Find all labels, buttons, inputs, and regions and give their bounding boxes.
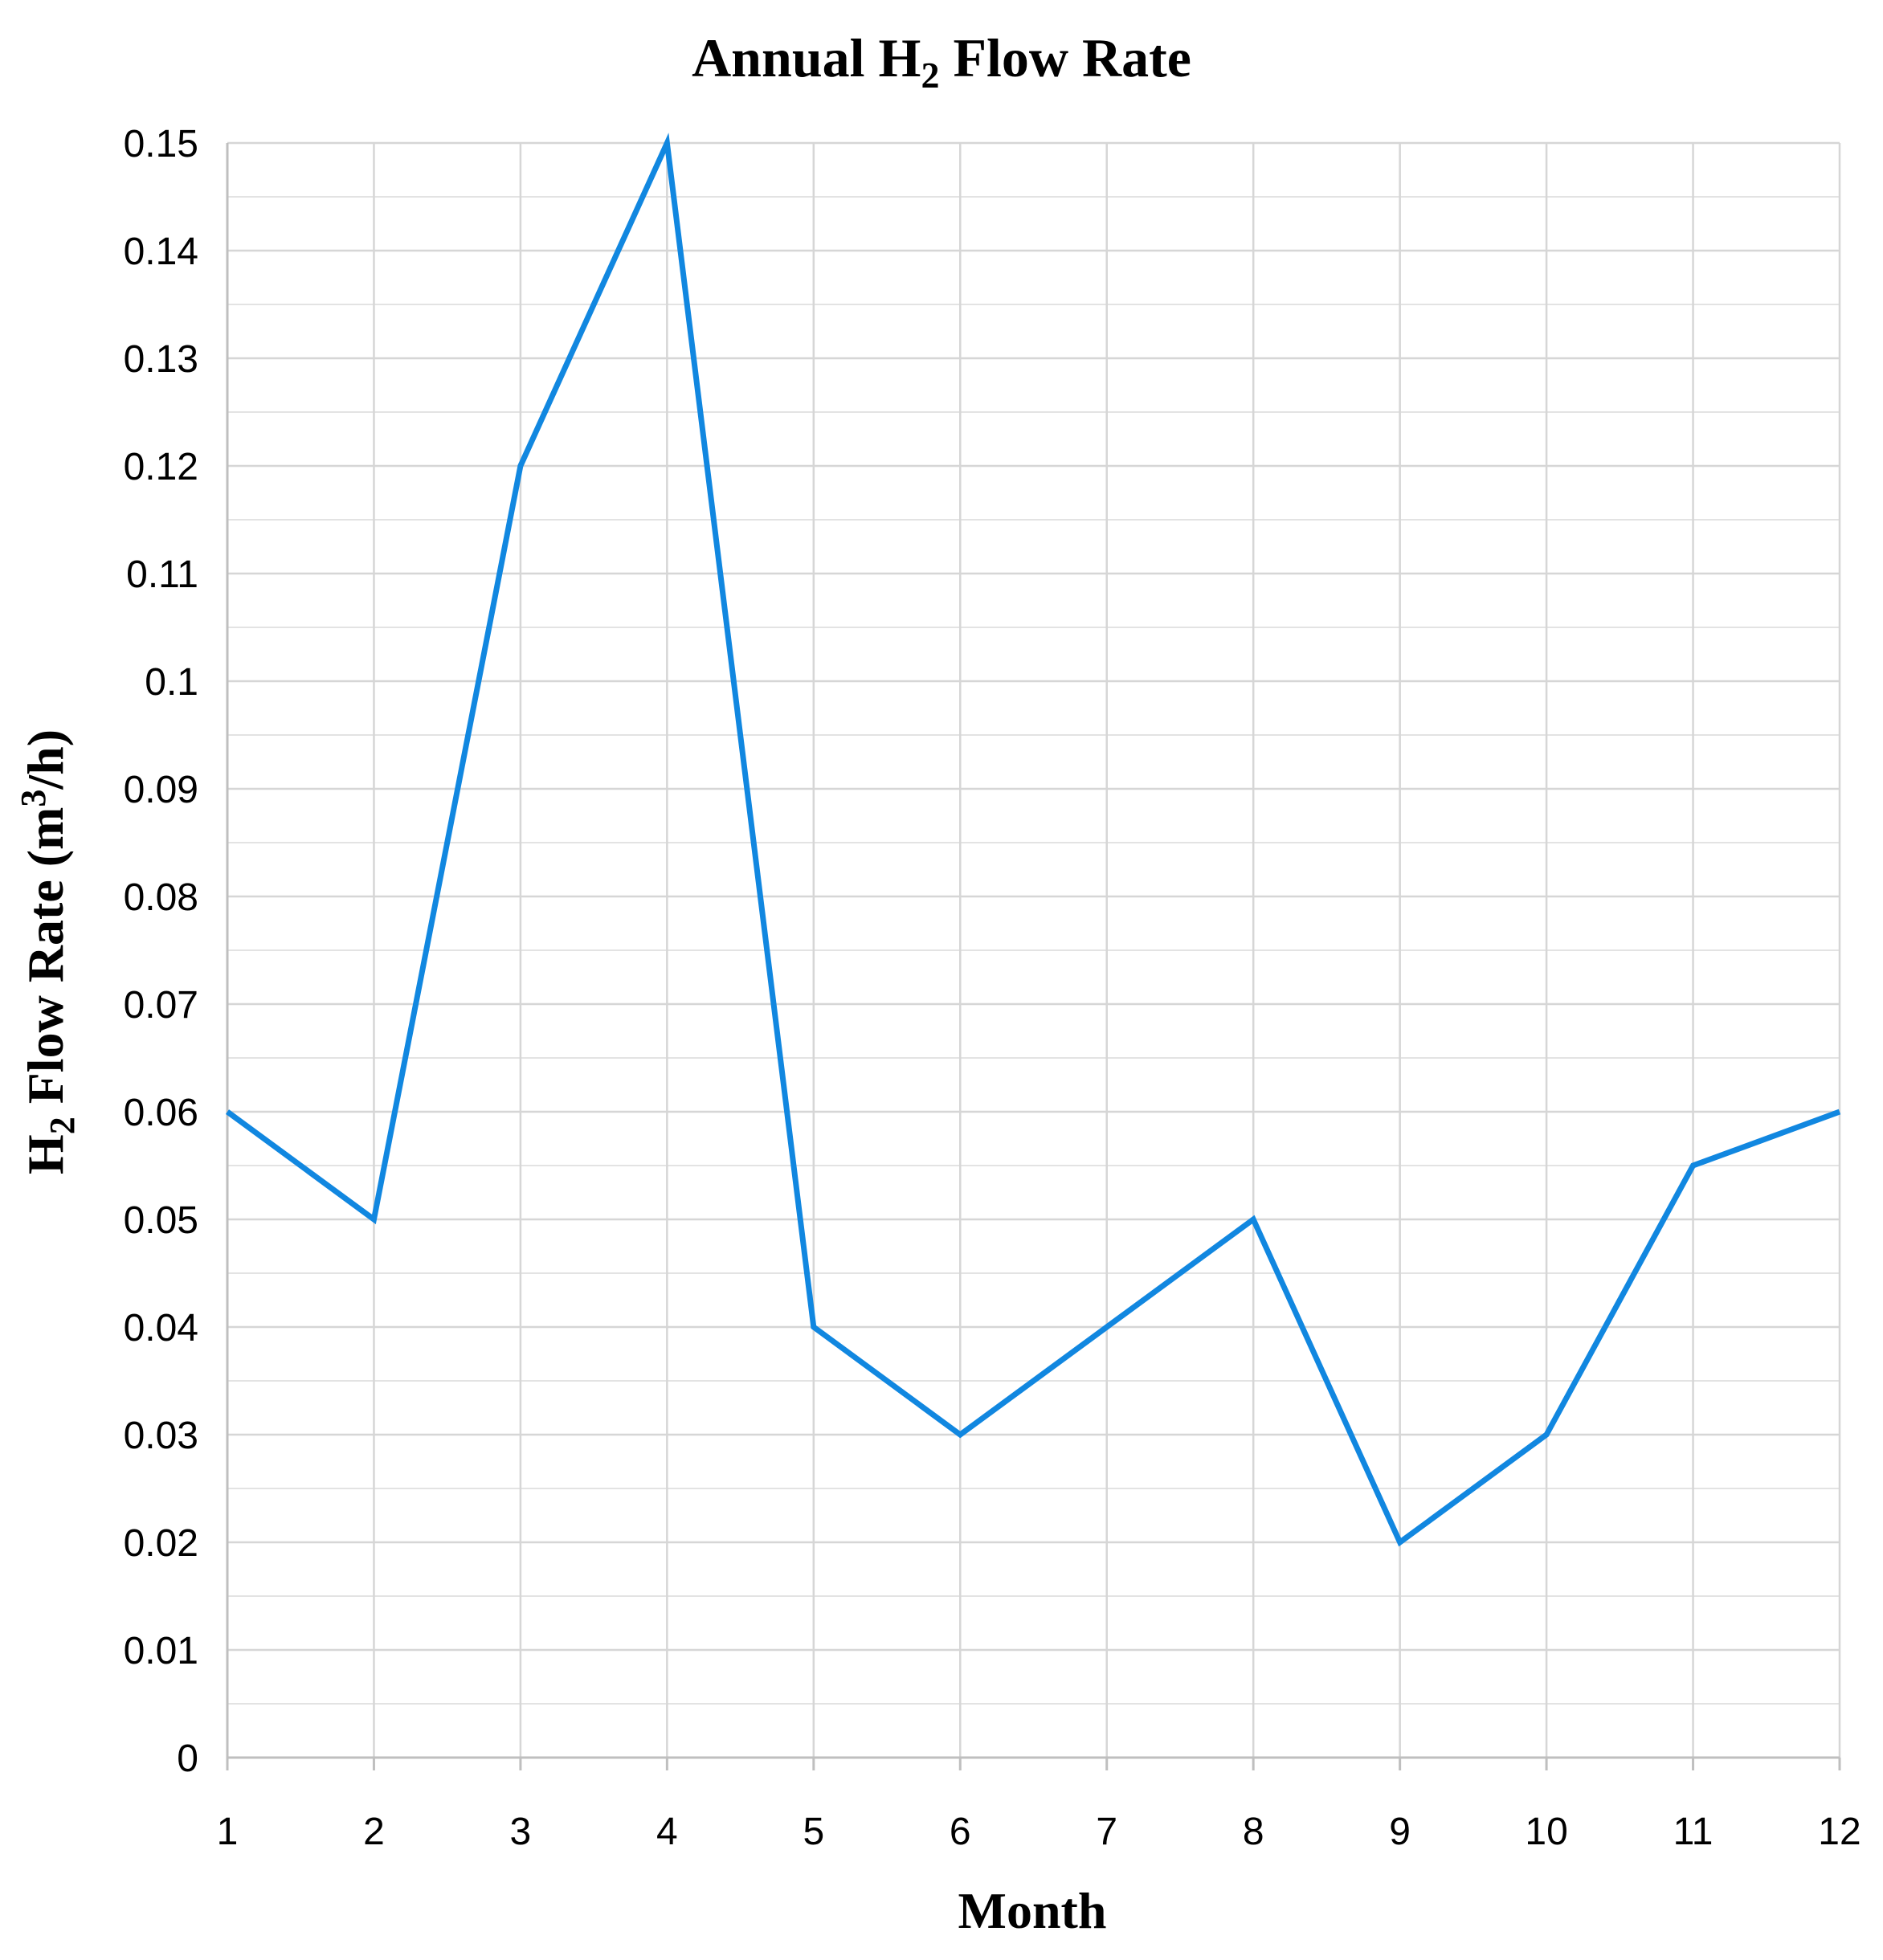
chart-title: Annual H2 Flow Rate xyxy=(692,27,1191,96)
y-tick-label: 0.03 xyxy=(124,1415,198,1457)
x-tick-label: 8 xyxy=(1243,1811,1264,1853)
y-tick-label: 0.11 xyxy=(126,553,198,596)
y-tick-label: 0.02 xyxy=(124,1522,198,1565)
x-axis-title: Month xyxy=(958,1882,1107,1939)
y-tick-label: 0.04 xyxy=(124,1307,198,1350)
y-axis-label-subscript: 2 xyxy=(43,1117,82,1134)
chart-title-suffix: Flow Rate xyxy=(939,27,1191,88)
y-axis-label-middle: Flow Rate (m xyxy=(17,807,74,1117)
x-tick-label: 11 xyxy=(1673,1811,1713,1853)
major-gridlines xyxy=(227,141,1841,1758)
y-axis-label-superscript: 3 xyxy=(14,790,53,807)
y-axis-label-suffix: /h) xyxy=(17,729,74,790)
svg-text:H2 Flow Rate (m3/h): H2 Flow Rate (m3/h) xyxy=(14,729,82,1174)
series-group xyxy=(225,133,1841,1547)
y-axis-label-prefix: H xyxy=(17,1134,74,1174)
x-tick-label: 7 xyxy=(1096,1811,1117,1853)
x-tick-label: 3 xyxy=(510,1811,532,1853)
x-tick-label: 1 xyxy=(217,1811,239,1853)
y-tick-label: 0.07 xyxy=(124,984,198,1027)
y-tick-label: 0.06 xyxy=(124,1092,198,1134)
x-tick-label: 9 xyxy=(1389,1811,1411,1853)
chart-title-prefix: Annual H xyxy=(692,27,921,88)
x-tick-label: 12 xyxy=(1818,1811,1861,1853)
y-tick-label: 0.1 xyxy=(145,661,198,704)
axes xyxy=(226,143,1841,1770)
x-tick-label: 5 xyxy=(803,1811,824,1853)
y-tick-label: 0 xyxy=(177,1737,198,1780)
x-tick-label: 4 xyxy=(656,1811,678,1853)
x-tick-label: 6 xyxy=(950,1811,971,1853)
y-axis-tick-labels: 0 0.01 0.02 0.03 0.04 0.05 0.06 0.07 0.08 0.09 0.1… xyxy=(124,123,198,1780)
minor-gridlines xyxy=(227,196,1840,1705)
y-tick-label: 0.15 xyxy=(124,123,198,165)
chart-title-subscript: 2 xyxy=(921,55,939,96)
svg-text:Annual H2 Flow Rate: Annual H2 Flow Rate xyxy=(692,27,1191,96)
y-tick-label: 0.08 xyxy=(124,876,198,919)
x-tick-label: 2 xyxy=(363,1811,385,1853)
x-axis-tick-labels: 1 2 3 4 5 6 7 8 9 10 11 12 xyxy=(217,1811,1861,1853)
y-tick-label: 0.13 xyxy=(124,338,198,381)
y-tick-label: 0.14 xyxy=(124,231,198,273)
y-axis-title: H2 Flow Rate (m3/h) xyxy=(14,729,82,1174)
y-tick-label: 0.09 xyxy=(124,769,198,811)
series-line xyxy=(225,133,1841,1547)
y-tick-label: 0.01 xyxy=(124,1630,198,1672)
y-tick-label: 0.05 xyxy=(124,1199,198,1242)
x-tick-label: 10 xyxy=(1525,1811,1567,1853)
y-tick-label: 0.12 xyxy=(124,446,198,488)
x-axis-label: Month xyxy=(958,1882,1107,1939)
